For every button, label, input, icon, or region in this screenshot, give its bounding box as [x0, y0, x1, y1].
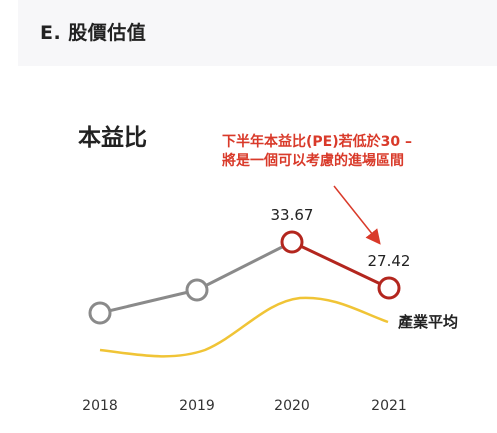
x-tick-label-2019: 2019 — [179, 398, 215, 414]
section-title: E. 股價估值 — [40, 22, 147, 44]
pe-line-segment-2018-2019 — [99, 288, 198, 315]
pe-line-segment-2020-2021 — [291, 240, 390, 290]
x-tick-label-2018: 2018 — [82, 398, 118, 414]
pe-point-2020 — [280, 230, 304, 254]
annotation-text: 下半年本益比(PE)若低於30 – 將是一個可以考慮的進場區間 — [222, 133, 482, 171]
annotation-line-2: 將是一個可以考慮的進場區間 — [222, 153, 404, 169]
pe-data-label-2021: 27.42 — [368, 252, 411, 270]
industry-average-line — [99, 296, 389, 358]
x-tick-label-2021: 2021 — [371, 398, 407, 414]
industry-average-label: 產業平均 — [397, 313, 458, 331]
x-tick-label-2020: 2020 — [274, 398, 310, 414]
annotation-line-1: 下半年本益比(PE)若低於30 – — [222, 134, 412, 150]
pe-point-2019 — [185, 278, 209, 302]
annotation-arrow — [333, 185, 381, 245]
pe-line-segment-2019-2020 — [196, 240, 293, 292]
pe-point-2018 — [88, 301, 112, 325]
chart-title: 本益比 — [78, 125, 147, 151]
pe-data-label-2020: 33.67 — [271, 206, 314, 224]
section-header: E. 股價估值 — [18, 0, 497, 66]
pe-point-2021 — [377, 276, 401, 300]
